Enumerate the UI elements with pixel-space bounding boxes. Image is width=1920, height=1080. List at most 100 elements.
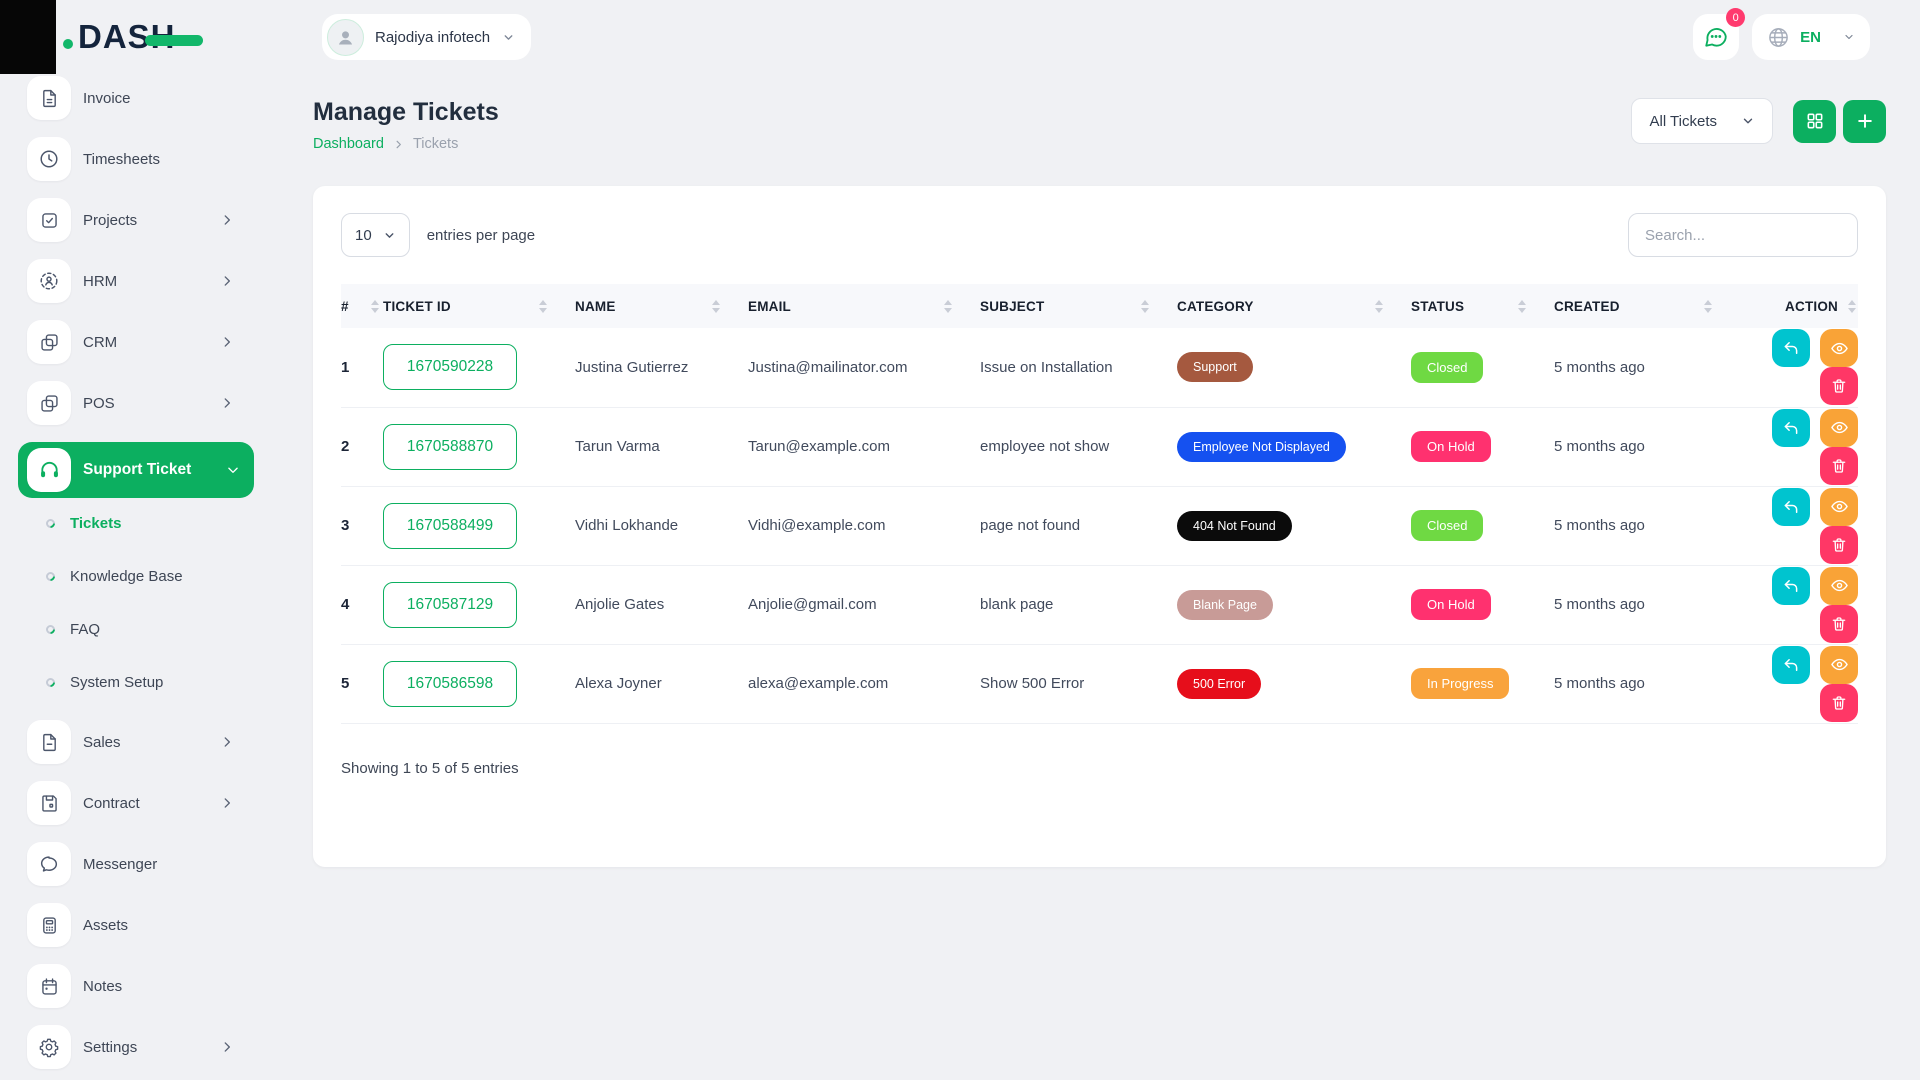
sidebar-item-support-ticket[interactable]: Support Ticket xyxy=(18,442,254,498)
chevron-down-icon xyxy=(1743,118,1753,124)
sort-icon[interactable] xyxy=(1141,299,1149,313)
delete-button[interactable] xyxy=(1820,525,1858,564)
top-left-dark-corner xyxy=(0,0,56,74)
column-header-category[interactable]: CATEGORY xyxy=(1177,284,1411,328)
reply-button[interactable] xyxy=(1772,408,1810,447)
cell-created: 5 months ago xyxy=(1554,644,1740,724)
cell-subject: blank page xyxy=(980,565,1177,645)
trash-icon xyxy=(1832,616,1846,631)
table-row: 1 1670590228 Justina Gutierrez Justina@m… xyxy=(341,328,1858,408)
view-button[interactable] xyxy=(1820,566,1858,605)
sidebar-item-settings[interactable]: Settings xyxy=(18,1025,248,1069)
account-menu[interactable]: Rajodiya infotech xyxy=(322,14,532,60)
column-header--[interactable]: # xyxy=(341,284,383,328)
settings-icon xyxy=(27,1025,71,1069)
logo-dot-icon xyxy=(63,39,73,50)
view-button[interactable] xyxy=(1820,329,1858,368)
view-button[interactable] xyxy=(1820,487,1858,526)
ticket-filter-select[interactable]: All Tickets xyxy=(1631,98,1773,144)
sidebar-item-timesheets[interactable]: Timesheets xyxy=(18,137,248,181)
delete-button[interactable] xyxy=(1820,446,1858,485)
reply-icon xyxy=(1784,658,1798,671)
entries-per-page-label: entries per page xyxy=(426,226,536,244)
column-header-created[interactable]: CREATED xyxy=(1554,284,1740,328)
trash-icon xyxy=(1832,458,1846,473)
entries-per-page-select[interactable]: 10 xyxy=(341,213,410,257)
cell-actions xyxy=(1740,328,1858,408)
column-header-action[interactable]: ACTION xyxy=(1740,284,1858,328)
cell-subject: Show 500 Error xyxy=(980,644,1177,724)
sort-icon[interactable] xyxy=(1848,299,1856,313)
sidebar-item-projects[interactable]: Projects xyxy=(18,198,248,242)
cell-created: 5 months ago xyxy=(1554,565,1740,645)
chevron-right-icon xyxy=(220,735,234,749)
column-header-name[interactable]: NAME xyxy=(575,284,748,328)
cell-actions xyxy=(1740,407,1858,487)
sidebar-nav: Invoice Timesheets Projects HRM CRM POS Suppor… xyxy=(0,74,256,1069)
sidebar-item-crm[interactable]: CRM xyxy=(18,320,248,364)
ticket-id-link[interactable]: 1670587129 xyxy=(383,581,517,628)
delete-button[interactable] xyxy=(1820,367,1858,406)
reply-button[interactable] xyxy=(1772,566,1810,605)
view-button[interactable] xyxy=(1820,408,1858,447)
sort-icon[interactable] xyxy=(712,299,720,313)
cell-subject: employee not show xyxy=(980,407,1177,487)
tickets-table: # TICKET ID NAME EMAIL SUBJECT CATEGORY STATUS… xyxy=(341,284,1858,724)
sidebar-subitem-label: FAQ xyxy=(70,620,101,638)
ticket-id-link[interactable]: 1670586598 xyxy=(383,660,517,707)
ticket-id-link[interactable]: 1670588870 xyxy=(383,423,517,470)
column-header-subject[interactable]: SUBJECT xyxy=(980,284,1177,328)
avatar xyxy=(327,18,364,56)
sort-icon[interactable] xyxy=(1518,299,1526,313)
sort-icon[interactable] xyxy=(1704,299,1712,313)
sidebar-item-invoice[interactable]: Invoice xyxy=(18,76,248,120)
sort-icon[interactable] xyxy=(944,299,952,313)
sort-icon[interactable] xyxy=(1375,299,1383,313)
sidebar-item-assets[interactable]: Assets xyxy=(18,903,248,947)
ticket-id-link[interactable]: 1670588499 xyxy=(383,502,517,549)
sidebar-item-hrm[interactable]: HRM xyxy=(18,259,248,303)
sort-icon[interactable] xyxy=(371,299,379,313)
sidebar-subitem-knowledge-base[interactable]: Knowledge Base xyxy=(0,561,256,591)
sidebar-subitem-faq[interactable]: FAQ xyxy=(0,614,256,644)
column-header-status[interactable]: STATUS xyxy=(1411,284,1554,328)
sidebar-item-messenger[interactable]: Messenger xyxy=(18,842,248,886)
reply-button[interactable] xyxy=(1772,645,1810,684)
reply-button[interactable] xyxy=(1772,487,1810,526)
breadcrumb-current: Tickets xyxy=(412,136,459,152)
contract-icon xyxy=(27,781,71,825)
sidebar-item-pos[interactable]: POS xyxy=(18,381,248,425)
chevron-right-icon xyxy=(220,796,234,810)
delete-button[interactable] xyxy=(1820,683,1858,722)
sidebar-item-contract[interactable]: Contract xyxy=(18,781,248,825)
sidebar-item-label: Projects xyxy=(83,211,138,229)
column-header-email[interactable]: EMAIL xyxy=(748,284,980,328)
sidebar-item-sales[interactable]: Sales xyxy=(18,720,248,764)
status-badge: Closed xyxy=(1411,510,1484,541)
column-header-ticket-id[interactable]: TICKET ID xyxy=(383,284,575,328)
add-ticket-button[interactable] xyxy=(1843,99,1886,143)
row-index: 2 xyxy=(341,407,383,487)
sort-icon[interactable] xyxy=(539,299,547,313)
sidebar-subitem-tickets[interactable]: Tickets xyxy=(0,508,256,538)
category-badge: 500 Error xyxy=(1177,668,1262,699)
ticket-id-link[interactable]: 1670590228 xyxy=(383,344,517,391)
messages-button[interactable]: 0 xyxy=(1693,8,1746,60)
delete-button[interactable] xyxy=(1820,604,1858,643)
language-selector[interactable]: EN xyxy=(1752,14,1870,60)
cell-actions xyxy=(1740,486,1858,566)
support-ticket-icon xyxy=(27,448,71,492)
reply-button[interactable] xyxy=(1772,329,1810,368)
table-row: 3 1670588499 Vidhi Lokhande Vidhi@exampl… xyxy=(341,486,1858,566)
bullet-icon xyxy=(44,516,57,530)
hrm-icon xyxy=(27,259,71,303)
grid-view-button[interactable] xyxy=(1793,99,1836,143)
search-input[interactable] xyxy=(1628,213,1858,257)
breadcrumb-dashboard-link[interactable]: Dashboard xyxy=(313,136,384,152)
view-button[interactable] xyxy=(1820,645,1858,684)
sidebar-item-label: Timesheets xyxy=(83,150,160,168)
grid-icon xyxy=(1807,113,1822,129)
dash-logo[interactable]: DASH xyxy=(63,18,203,56)
sidebar-subitem-system-setup[interactable]: System Setup xyxy=(0,667,256,697)
sidebar-item-notes[interactable]: Notes xyxy=(18,964,248,1008)
